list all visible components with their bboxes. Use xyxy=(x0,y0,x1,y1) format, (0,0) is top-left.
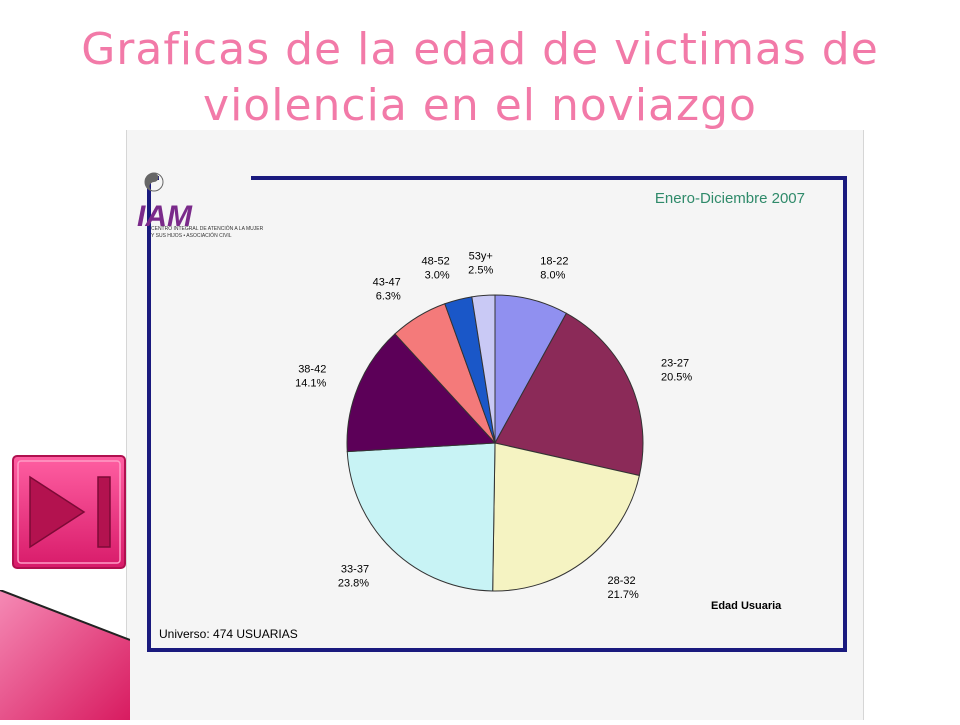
pie-slice-33-37 xyxy=(346,442,496,592)
pie-slice-38-42 xyxy=(346,333,497,453)
slice-label-18-22: 18-22 xyxy=(540,256,568,268)
chart-svg: IAM CENTRO INTEGRAL DE ATENCIÓN A LA MUJ… xyxy=(137,172,847,652)
slice-value-33-37: 23.8% xyxy=(338,577,369,589)
logo-subtext-1: CENTRO INTEGRAL DE ATENCIÓN A LA MUJER xyxy=(151,225,264,232)
slice-value-38-42: 14.1% xyxy=(295,378,326,390)
slice-value-23-27: 20.5% xyxy=(661,371,692,383)
pie-slice-53y+ xyxy=(471,294,496,444)
iam-logo: IAM CENTRO INTEGRAL DE ATENCIÓN A LA MUJ… xyxy=(137,172,264,239)
pie-slice-28-32 xyxy=(492,442,640,592)
slice-label-28-32: 28-32 xyxy=(608,575,636,587)
slice-value-48-52: 3.0% xyxy=(425,270,450,282)
skip-next-icon xyxy=(12,455,126,569)
logo-yinyang-icon xyxy=(145,173,159,191)
slice-value-43-47: 6.3% xyxy=(376,290,401,302)
logo-subtext-2: Y SUS HIJOS • ASOCIACIÓN CIVIL xyxy=(151,232,232,239)
pie-labels: 18-22 8.0% 23-27 20.5% 28-32 21.7% 33-37 23.8% 3… xyxy=(295,251,692,601)
slide-title: Graficas de la edad de victimas de viole… xyxy=(40,22,920,134)
slice-value-53y+: 2.5% xyxy=(468,265,493,277)
slide-title-line-1: Graficas de la edad de victimas de xyxy=(81,24,879,75)
pie-slice-23-27 xyxy=(494,312,644,477)
next-slide-button[interactable] xyxy=(12,455,126,569)
legend-title: Edad Usuaria xyxy=(711,600,782,612)
slice-value-18-22: 8.0% xyxy=(540,270,565,282)
chart-period: Enero-Diciembre 2007 xyxy=(655,190,805,207)
slice-label-38-42: 38-42 xyxy=(298,364,326,376)
decorative-pink-wedge xyxy=(0,590,130,720)
slice-value-28-32: 21.7% xyxy=(608,589,639,601)
chart-image-frame: IAM CENTRO INTEGRAL DE ATENCIÓN A LA MUJ… xyxy=(126,130,864,720)
slide-title-line-2: violencia en el noviazgo xyxy=(203,80,757,131)
slice-label-48-52: 48-52 xyxy=(422,256,450,268)
pie-chart xyxy=(346,294,644,592)
chart-universe-note: Universo: 474 USUARIAS xyxy=(159,627,298,641)
slice-label-43-47: 43-47 xyxy=(373,276,401,288)
slice-label-33-37: 33-37 xyxy=(341,563,369,575)
slice-label-53y+: 53y+ xyxy=(469,251,493,263)
logo-text: IAM xyxy=(137,200,193,233)
slice-label-23-27: 23-27 xyxy=(661,357,689,369)
